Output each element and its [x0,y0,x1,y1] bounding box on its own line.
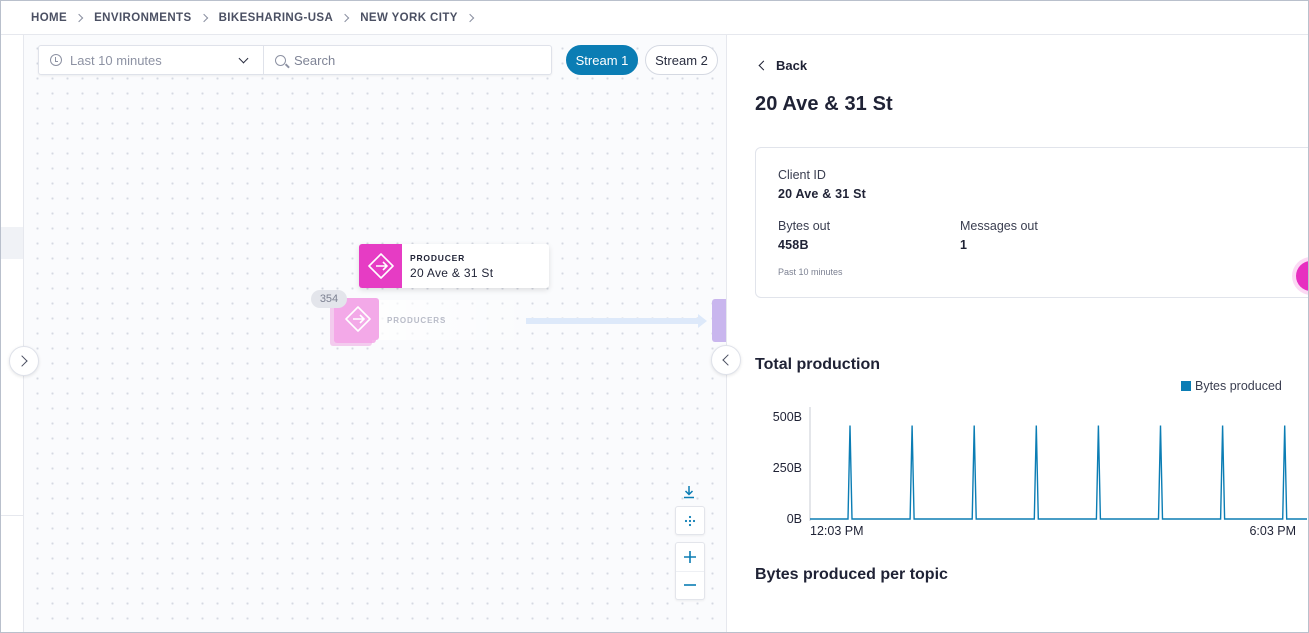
client-id-label: Client ID [778,168,826,182]
time-range-select[interactable]: Last 10 minutes [39,46,264,74]
filter-toolbar: Last 10 minutes [38,45,552,75]
y-tick-label: 250B [773,461,802,475]
download-icon[interactable] [682,485,696,499]
producer-type-label: PRODUCER [410,252,466,263]
expand-sidebar-button[interactable] [9,346,39,376]
chevron-right-icon [340,13,350,22]
producers-group-label: PRODUCERS [387,316,447,325]
x-tick-label: 12:03 PM [810,524,864,538]
period-note: Past 10 minutes [778,267,843,277]
series-bytes-produced [810,425,1307,520]
y-tick-label: 500B [773,410,802,424]
producers-count-badge: 354 [311,290,347,308]
flow-connector [526,318,702,324]
producer-name: 20 Ave & 31 St [410,265,494,280]
x-tick-label: 6:03 PM [1249,524,1296,538]
stream-2-button[interactable]: Stream 2 [645,45,718,75]
clock-icon [50,54,62,66]
stream-1-button[interactable]: Stream 1 [566,45,638,75]
topic-node[interactable] [712,299,726,342]
legend-label: Bytes produced [1195,379,1282,393]
fit-view-icon [684,515,696,526]
bytes-out-label: Bytes out [778,219,831,233]
chart-legend: Bytes produced [1181,379,1282,393]
edge-badge[interactable] [1296,261,1308,291]
back-button[interactable]: Back [757,58,807,73]
left-sidebar [1,35,24,632]
search-icon [275,54,286,66]
breadcrumb-home[interactable]: HOME [31,11,68,24]
sidebar-selected-item[interactable] [1,227,23,259]
chevron-right-icon [465,13,475,22]
collapse-panel-button[interactable] [711,345,741,375]
fit-view-button[interactable] [675,506,705,535]
chevron-right-icon [16,355,28,367]
zoom-controls [675,542,705,600]
breadcrumb-environment[interactable]: BIKESHARING-USA [218,11,334,24]
breadcrumb-cluster[interactable]: NEW YORK CITY [360,11,458,24]
node-label-panel [379,300,519,340]
chevron-right-icon [74,13,84,22]
chevron-down-icon [238,53,249,64]
messages-out-value: 1 [960,238,968,252]
client-info-card: Client ID 20 Ave & 31 St Bytes out 458B … [755,147,1308,298]
producer-node[interactable]: PRODUCER 20 Ave & 31 St [359,244,549,288]
zoom-out-button[interactable] [676,572,704,600]
flow-arrowhead [698,314,707,328]
producer-icon [359,244,402,288]
breadcrumb: HOME ENVIRONMENTS BIKESHARING-USA NEW YO… [1,1,1308,35]
back-label: Back [776,58,808,73]
chevron-right-icon [199,13,208,22]
total-production-title: Total production [755,356,881,373]
time-range-value: Last 10 minutes [70,52,162,68]
zoom-in-button[interactable] [676,543,704,572]
messages-out-label: Messages out [960,219,1038,233]
minus-icon [684,584,696,587]
client-id-value: 20 Ave & 31 St [778,187,867,201]
details-panel: Back 20 Ave & 31 St Client ID 20 Ave & 3… [726,35,1308,632]
page-title: 20 Ave & 31 St [755,93,893,115]
bytes-out-value: 458B [778,238,809,252]
bytes-per-topic-title: Bytes produced per topic [755,566,948,583]
producers-group-node[interactable]: PRODUCERS [328,298,528,346]
breadcrumb-environments[interactable]: ENVIRONMENTS [94,11,192,24]
search-input[interactable] [294,52,534,68]
sidebar-divider [1,515,23,516]
search-field[interactable] [264,46,551,74]
y-tick-label: 0B [787,512,802,526]
chevron-left-icon [722,354,734,366]
plus-icon [684,550,696,563]
legend-swatch [1181,381,1191,391]
